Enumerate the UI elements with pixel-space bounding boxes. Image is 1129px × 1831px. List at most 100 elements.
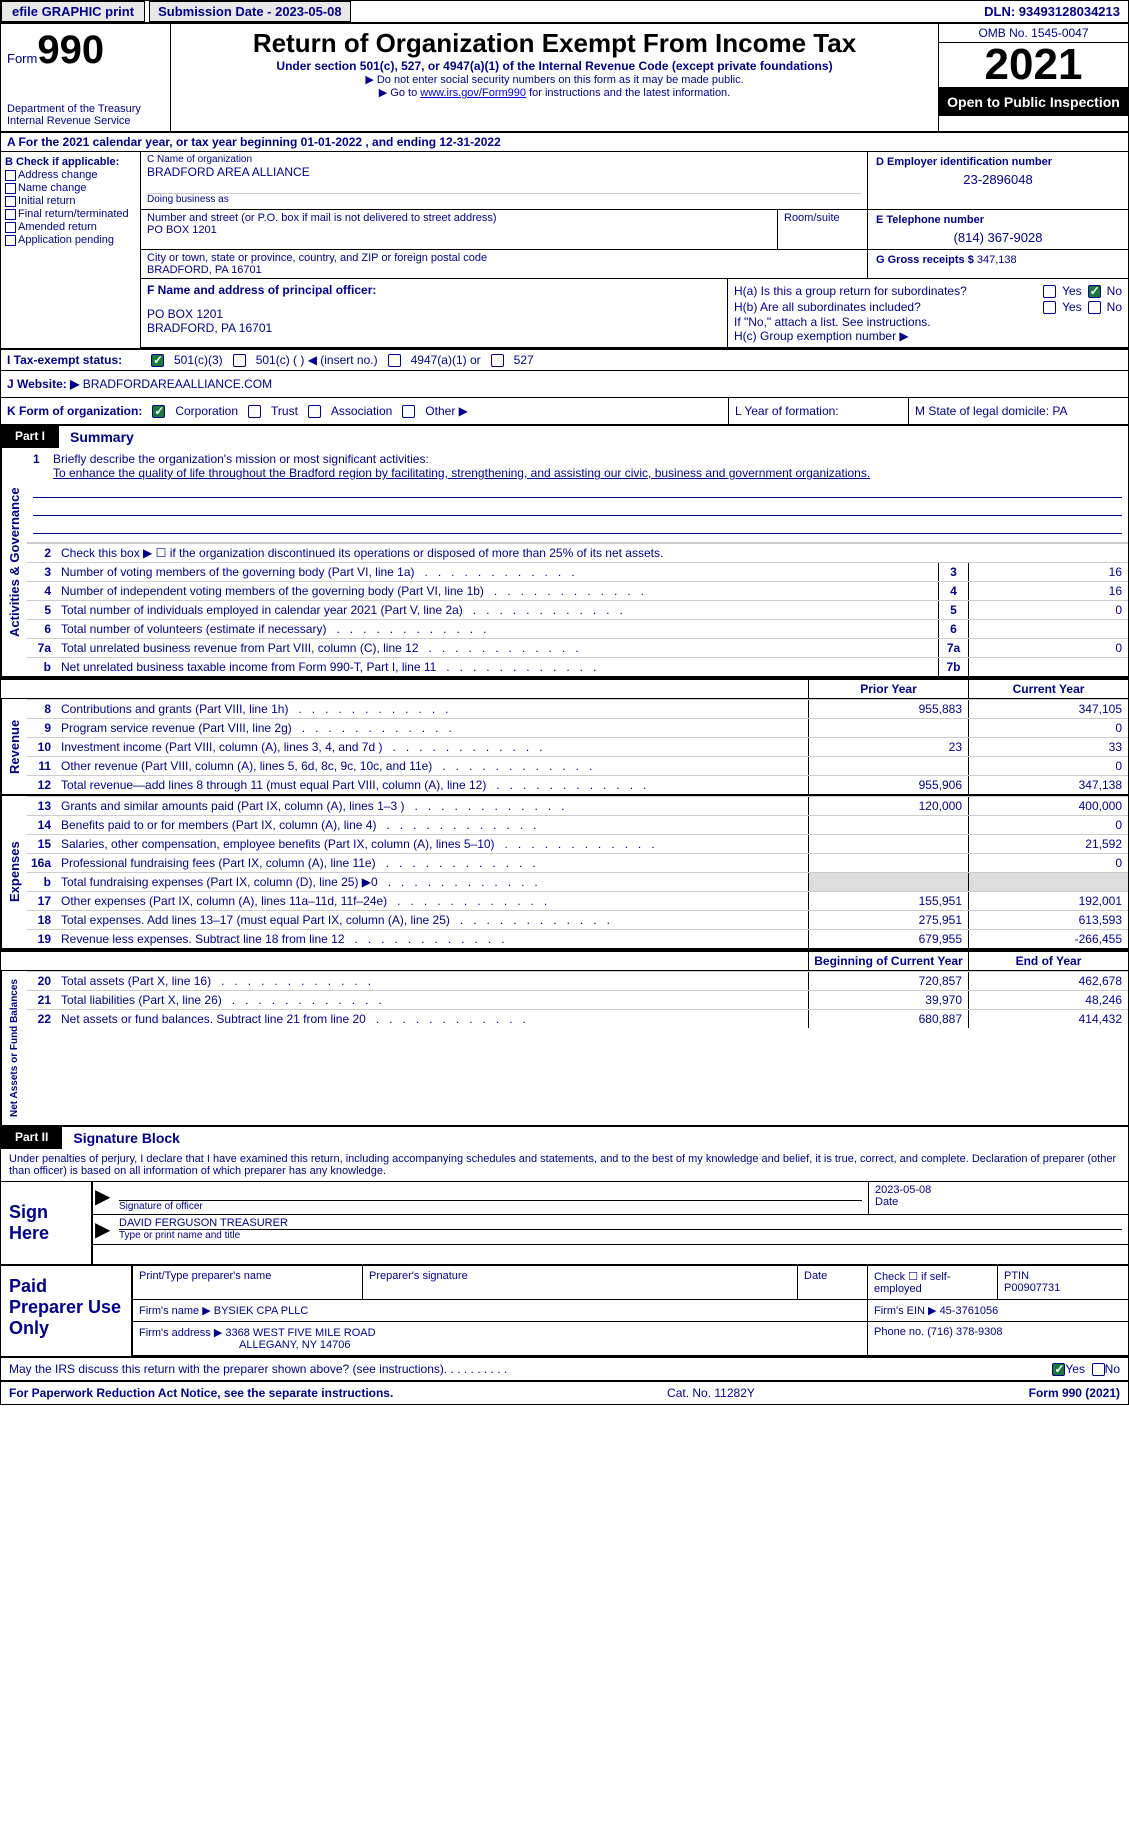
gross-value: 347,138 bbox=[977, 254, 1017, 266]
summary-row: 13Grants and similar amounts paid (Part … bbox=[27, 796, 1128, 815]
part1-num: Part I bbox=[1, 426, 60, 448]
blank-line bbox=[33, 484, 1122, 498]
row-desc: Benefits paid to or for members (Part IX… bbox=[57, 816, 808, 834]
chk-501c[interactable] bbox=[233, 354, 246, 367]
lbl-assoc: Association bbox=[331, 404, 392, 418]
chk-501c3[interactable] bbox=[151, 354, 164, 367]
summary-row: 17Other expenses (Part IX, column (A), l… bbox=[27, 891, 1128, 910]
sign-block: Sign Here ▶ Signature of officer 2023-05… bbox=[1, 1182, 1128, 1266]
sign-date-label: Date bbox=[875, 1196, 1122, 1208]
ha-yes: Yes bbox=[1062, 284, 1082, 298]
row-val: 16 bbox=[968, 563, 1128, 581]
row-num: 17 bbox=[27, 892, 57, 910]
ha-no-chk[interactable] bbox=[1088, 285, 1101, 298]
lbl-final-return: Final return/terminated bbox=[18, 208, 129, 220]
form-word: Form bbox=[7, 51, 37, 66]
summary-row: 19Revenue less expenses. Subtract line 1… bbox=[27, 929, 1128, 948]
chk-app-pending[interactable] bbox=[5, 235, 16, 246]
row-val: 0 bbox=[968, 639, 1128, 657]
summary-row: 18Total expenses. Add lines 13–17 (must … bbox=[27, 910, 1128, 929]
chk-name-change[interactable] bbox=[5, 183, 16, 194]
row-prior bbox=[808, 854, 968, 872]
row-num: 3 bbox=[27, 563, 57, 581]
arrow-icon: ▶ bbox=[93, 1215, 113, 1244]
row-curr: 347,105 bbox=[968, 700, 1128, 718]
row-prior bbox=[808, 719, 968, 737]
hb-yes-chk[interactable] bbox=[1043, 301, 1056, 314]
row-prior: 955,883 bbox=[808, 700, 968, 718]
discuss-yes-chk[interactable] bbox=[1052, 1363, 1065, 1376]
end-year-hdr: End of Year bbox=[968, 952, 1128, 970]
gross-receipts-block: G Gross receipts $ 347,138 bbox=[868, 250, 1128, 279]
row-desc: Other revenue (Part VIII, column (A), li… bbox=[57, 757, 808, 775]
row-curr bbox=[968, 873, 1128, 891]
row-prior bbox=[808, 757, 968, 775]
footer-mid: Cat. No. 11282Y bbox=[393, 1386, 1028, 1400]
chk-final-return[interactable] bbox=[5, 209, 16, 220]
row-box: 7a bbox=[938, 639, 968, 657]
efile-print-button[interactable]: efile GRAPHIC print bbox=[1, 1, 145, 22]
col-b-checkboxes: B Check if applicable: Address change Na… bbox=[1, 152, 141, 348]
chk-527[interactable] bbox=[491, 354, 504, 367]
summary-row: 21Total liabilities (Part X, line 26) 39… bbox=[27, 990, 1128, 1009]
city-block: City or town, state or province, country… bbox=[141, 250, 868, 279]
chk-other[interactable] bbox=[402, 405, 415, 418]
chk-4947[interactable] bbox=[388, 354, 401, 367]
row-desc: Professional fundraising fees (Part IX, … bbox=[57, 854, 808, 872]
row-box: 7b bbox=[938, 658, 968, 676]
row-num: 18 bbox=[27, 911, 57, 929]
website-value: BRADFORDAREAALLIANCE.COM bbox=[83, 377, 272, 391]
row-val: 16 bbox=[968, 582, 1128, 600]
note-link: ▶ Go to www.irs.gov/Form990 for instruct… bbox=[177, 86, 932, 99]
chk-corp[interactable] bbox=[152, 405, 165, 418]
org-name: BRADFORD AREA ALLIANCE bbox=[147, 165, 861, 179]
org-name-label: C Name of organization bbox=[147, 154, 861, 165]
dba-label: Doing business as bbox=[147, 193, 861, 205]
chk-address-change[interactable] bbox=[5, 170, 16, 181]
prep-sig-hdr: Preparer's signature bbox=[363, 1266, 798, 1299]
blank-line bbox=[33, 520, 1122, 534]
row-prior bbox=[808, 835, 968, 853]
org-name-block: C Name of organization BRADFORD AREA ALL… bbox=[141, 152, 868, 210]
row-num: 9 bbox=[27, 719, 57, 737]
summary-row: 15Salaries, other compensation, employee… bbox=[27, 834, 1128, 853]
part1-title: Summary bbox=[60, 426, 1128, 448]
hb-no-chk[interactable] bbox=[1088, 301, 1101, 314]
hb-no: No bbox=[1107, 300, 1122, 314]
row-curr: 0 bbox=[968, 854, 1128, 872]
row-desc: Total liabilities (Part X, line 26) bbox=[57, 991, 808, 1009]
street-value: PO BOX 1201 bbox=[147, 224, 771, 236]
row-curr: 33 bbox=[968, 738, 1128, 756]
irs-link[interactable]: www.irs.gov/Form990 bbox=[420, 87, 526, 99]
ha-yes-chk[interactable] bbox=[1043, 285, 1056, 298]
tab-activities: Activities & Governance bbox=[1, 448, 27, 676]
begin-year-hdr: Beginning of Current Year bbox=[808, 952, 968, 970]
form-number: 990 bbox=[37, 28, 104, 72]
preparer-block: Paid Preparer Use Only Print/Type prepar… bbox=[1, 1266, 1128, 1358]
row-curr: 347,138 bbox=[968, 776, 1128, 794]
row-box: 3 bbox=[938, 563, 968, 581]
chk-trust[interactable] bbox=[248, 405, 261, 418]
lbl-name-change: Name change bbox=[18, 182, 87, 194]
chk-initial-return[interactable] bbox=[5, 196, 16, 207]
lbl-4947: 4947(a)(1) or bbox=[411, 353, 481, 367]
row-desc: Program service revenue (Part VIII, line… bbox=[57, 719, 808, 737]
row-prior: 120,000 bbox=[808, 797, 968, 815]
row-num: 16a bbox=[27, 854, 57, 872]
arrow-icon: ▶ bbox=[93, 1182, 113, 1214]
firm-phone-cell: Phone no. (716) 378-9308 bbox=[868, 1322, 1128, 1355]
row-val bbox=[968, 658, 1128, 676]
phone-label: E Telephone number bbox=[876, 214, 1120, 226]
top-bar: efile GRAPHIC print Submission Date - 20… bbox=[1, 1, 1128, 24]
lbl-amended: Amended return bbox=[18, 221, 97, 233]
chk-amended[interactable] bbox=[5, 222, 16, 233]
officer-label: F Name and address of principal officer: bbox=[147, 283, 721, 297]
firm-name-cell: Firm's name ▶ BYSIEK CPA PLLC bbox=[133, 1300, 868, 1321]
row-prior: 155,951 bbox=[808, 892, 968, 910]
row-desc: Total revenue—add lines 8 through 11 (mu… bbox=[57, 776, 808, 794]
row-num: 5 bbox=[27, 601, 57, 619]
discuss-no-chk[interactable] bbox=[1092, 1363, 1105, 1376]
row-num: 14 bbox=[27, 816, 57, 834]
form-header: Form990 Department of the Treasury Inter… bbox=[1, 24, 1128, 133]
chk-assoc[interactable] bbox=[308, 405, 321, 418]
